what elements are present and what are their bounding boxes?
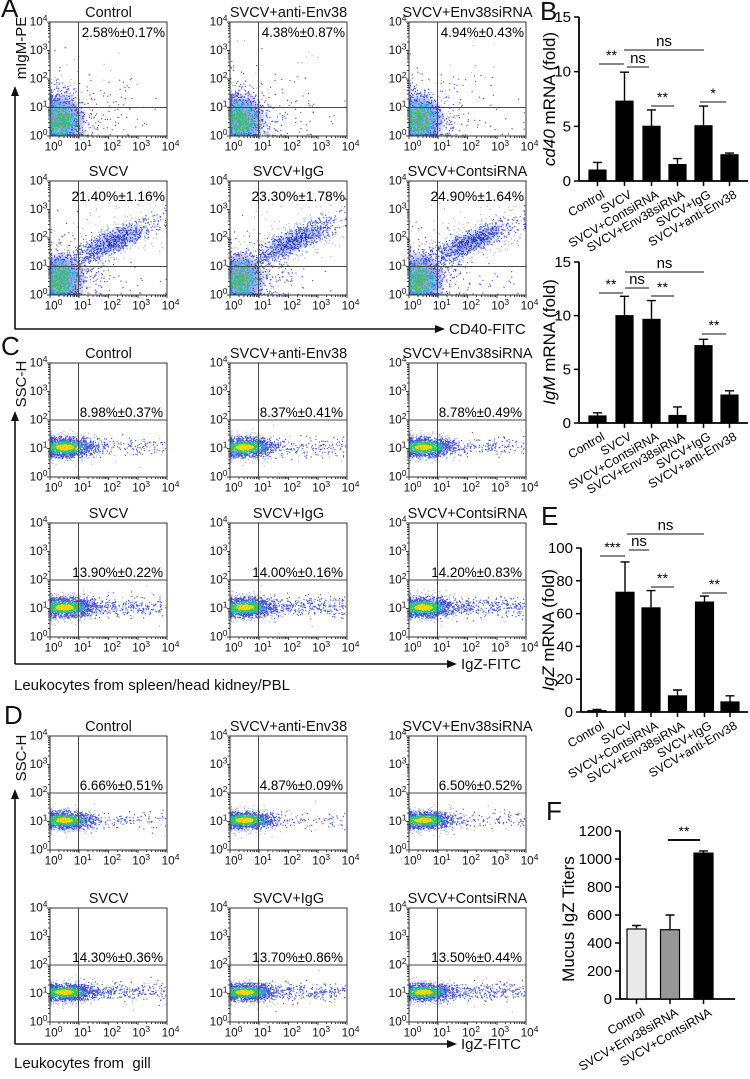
svg-text:SVCV+Env38siRNA: SVCV+Env38siRNA: [402, 5, 532, 21]
svg-text:**: **: [657, 570, 668, 586]
svg-text:0: 0: [604, 991, 612, 1008]
svg-text:1000: 1000: [579, 851, 612, 868]
svg-text:Leukocytes from gill: Leukocytes from gill: [14, 1055, 151, 1072]
svg-text:**: **: [606, 47, 617, 63]
svg-text:Control: Control: [85, 719, 132, 735]
svg-text:**: **: [709, 576, 720, 592]
svg-text:SVCV+anti-Env38: SVCV+anti-Env38: [230, 719, 347, 735]
svg-text:8.78%±0.49%: 8.78%±0.49%: [439, 405, 522, 420]
svg-text:D: D: [4, 700, 23, 730]
svg-text:15: 15: [554, 9, 571, 26]
svg-text:**: **: [606, 276, 617, 292]
svg-text:IgZ-FITC: IgZ-FITC: [461, 1036, 521, 1053]
svg-text:8.98%±0.37%: 8.98%±0.37%: [80, 405, 163, 420]
svg-text:cd40 mRNA (fold): cd40 mRNA (fold): [540, 32, 559, 166]
svg-text:600: 600: [587, 907, 612, 924]
svg-text:**: **: [709, 317, 720, 333]
svg-text:SVCV+ContsiRNA: SVCV+ContsiRNA: [408, 506, 528, 522]
svg-text:IgZ-FITC: IgZ-FITC: [461, 656, 521, 673]
svg-text:ns: ns: [631, 533, 647, 550]
svg-text:ns: ns: [629, 271, 645, 288]
svg-text:IgM mRNA (fold): IgM mRNA (fold): [540, 279, 559, 405]
svg-text:**: **: [657, 279, 668, 295]
svg-text:15: 15: [554, 254, 571, 271]
svg-text:SVCV+Env38siRNA: SVCV+Env38siRNA: [402, 719, 532, 735]
svg-text:A: A: [1, 0, 19, 23]
svg-text:**: **: [657, 89, 668, 105]
svg-text:*: *: [710, 85, 716, 101]
svg-text:SVCV: SVCV: [89, 164, 129, 180]
svg-text:C: C: [1, 331, 20, 361]
svg-text:SVCV+IgG: SVCV+IgG: [253, 164, 324, 180]
svg-text:14.30%±0.36%: 14.30%±0.36%: [72, 950, 163, 965]
svg-text:**: **: [679, 823, 690, 839]
svg-text:E: E: [541, 501, 558, 531]
svg-text:800: 800: [587, 879, 612, 896]
svg-text:SVCV+anti-Env38: SVCV+anti-Env38: [230, 5, 347, 21]
svg-text:80: 80: [556, 573, 573, 590]
svg-text:4.87%±0.09%: 4.87%±0.09%: [260, 778, 343, 793]
svg-text:SVCV+ContsiRNA: SVCV+ContsiRNA: [408, 164, 528, 180]
svg-text:Mucus IgZ Titers: Mucus IgZ Titers: [559, 856, 578, 982]
svg-text:0: 0: [565, 704, 573, 721]
svg-text:400: 400: [587, 935, 612, 952]
svg-text:23.30%±1.78%: 23.30%±1.78%: [252, 189, 346, 204]
svg-text:***: ***: [604, 539, 621, 555]
svg-text:SVCV+ContsiRNA: SVCV+ContsiRNA: [408, 891, 528, 907]
svg-text:5: 5: [563, 361, 571, 378]
svg-text:6.66%±0.51%: 6.66%±0.51%: [80, 778, 163, 793]
svg-text:8.37%±0.41%: 8.37%±0.41%: [260, 405, 343, 420]
svg-text:SVCV+Env38siRNA: SVCV+Env38siRNA: [402, 346, 532, 362]
svg-text:13.90%±0.22%: 13.90%±0.22%: [72, 565, 163, 580]
svg-text:100: 100: [548, 540, 573, 557]
svg-text:SVCV: SVCV: [89, 891, 129, 907]
svg-text:200: 200: [587, 963, 612, 980]
svg-text:40: 40: [556, 638, 573, 655]
svg-text:14.20%±0.83%: 14.20%±0.83%: [431, 565, 522, 580]
svg-text:SSC-H: SSC-H: [13, 361, 30, 408]
svg-text:SVCV+anti-Env38: SVCV+anti-Env38: [230, 346, 347, 362]
svg-text:Control: Control: [85, 346, 132, 362]
svg-text:21.40%±1.16%: 21.40%±1.16%: [72, 189, 166, 204]
svg-text:10: 10: [554, 64, 571, 81]
svg-text:IgZ mRNA (fold): IgZ mRNA (fold): [539, 569, 558, 691]
svg-text:13.70%±0.86%: 13.70%±0.86%: [252, 950, 343, 965]
svg-text:60: 60: [556, 606, 573, 623]
svg-text:20: 20: [556, 671, 573, 688]
svg-text:1200: 1200: [579, 823, 612, 840]
svg-text:ns: ns: [630, 50, 646, 67]
svg-text:13.50%±0.44%: 13.50%±0.44%: [431, 950, 522, 965]
svg-text:Control: Control: [85, 5, 132, 21]
svg-text:4.94%±0.43%: 4.94%±0.43%: [441, 25, 524, 40]
svg-text:4.38%±0.87%: 4.38%±0.87%: [262, 25, 345, 40]
svg-text:SSC-H: SSC-H: [13, 735, 30, 782]
svg-text:SVCV+IgG: SVCV+IgG: [253, 506, 324, 522]
svg-text:6.50%±0.52%: 6.50%±0.52%: [439, 778, 522, 793]
svg-text:mIgM-PE: mIgM-PE: [13, 17, 30, 80]
svg-text:ns: ns: [658, 517, 674, 534]
svg-text:14.00%±0.16%: 14.00%±0.16%: [252, 565, 343, 580]
svg-text:ns: ns: [656, 33, 672, 50]
svg-text:0: 0: [563, 173, 571, 190]
svg-text:5: 5: [563, 118, 571, 135]
svg-text:SVCV: SVCV: [89, 506, 129, 522]
svg-text:CD40-FITC: CD40-FITC: [449, 321, 526, 338]
svg-text:24.90%±1.64%: 24.90%±1.64%: [431, 189, 525, 204]
svg-text:SVCV+IgG: SVCV+IgG: [253, 891, 324, 907]
svg-text:2.58%±0.17%: 2.58%±0.17%: [82, 25, 165, 40]
svg-text:0: 0: [563, 415, 571, 432]
svg-text:Leukocytes from spleen/head ki: Leukocytes from spleen/head kidney/PBL: [14, 677, 290, 694]
svg-text:ns: ns: [657, 255, 673, 272]
svg-text:F: F: [546, 796, 562, 826]
svg-text:B: B: [540, 0, 557, 26]
svg-text:10: 10: [554, 308, 571, 325]
